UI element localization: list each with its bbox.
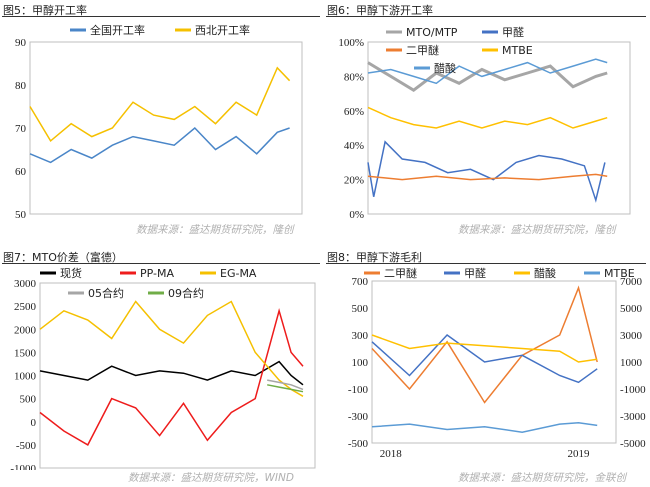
legend-label-1: 二甲醚 <box>384 266 417 280</box>
y-tick-label: 0 <box>31 417 37 429</box>
panel8-title-rule <box>326 263 646 264</box>
series-line-1 <box>367 61 608 93</box>
legend-label-4: 05合约 <box>88 286 124 300</box>
series-line-5 <box>367 58 608 85</box>
y-tick-label: 60% <box>344 106 364 118</box>
plot-frame <box>39 282 316 469</box>
series-line-3 <box>371 334 598 363</box>
y-tick-label: 1000 <box>14 371 37 383</box>
legend-label-2: 甲醛 <box>464 266 486 280</box>
series-line-1 <box>39 360 304 386</box>
panel5-title: 图5：甲醇开工率 <box>3 4 87 17</box>
legend-label-3: 醋酸 <box>534 266 556 280</box>
plot-frame <box>367 41 631 215</box>
legend-label-3: 二甲醚 <box>406 43 439 57</box>
y-tick-label: -100 <box>348 384 369 396</box>
y-tick-label: 500 <box>352 303 369 315</box>
series-line-4 <box>267 379 304 391</box>
panel8-title: 图8：甲醇下游毛利 <box>327 251 422 264</box>
series-line-2 <box>39 308 304 446</box>
y-tick-label: 300 <box>352 330 369 342</box>
chart-panel5: 50607080902016201720182019全国开工率西北开工率 <box>15 23 303 218</box>
y-tick-label: 2500 <box>14 301 37 313</box>
y-tick-label: 0% <box>349 209 364 218</box>
y-tick-label: 100 <box>352 357 369 369</box>
y2-tick-label: -5000 <box>620 438 646 450</box>
legend-label-5: 醋酸 <box>434 61 456 75</box>
y-tick-label: 100% <box>338 37 364 49</box>
y-tick-label: 20% <box>344 175 364 187</box>
y-tick-label: 40% <box>344 140 364 152</box>
source-bottom-right: 数据来源：盛达期货研究院，金联创 <box>458 472 626 484</box>
legend-label-5: 09合约 <box>168 286 204 300</box>
chart-panel6: 0%20%40%60%80%100%201720182019MTO/MTP甲醛二… <box>338 25 631 218</box>
y-tick-label: 3000 <box>14 278 37 290</box>
legend-label-4: MTBE <box>604 267 635 280</box>
panel7-title: 图7：MTO价差（富德） <box>3 251 123 264</box>
series-line-3 <box>39 300 304 397</box>
y2-tick-label: 7000 <box>620 276 643 288</box>
series-line-5 <box>267 384 304 393</box>
y2-tick-label: -1000 <box>620 384 646 396</box>
y-tick-label: -500 <box>348 438 369 450</box>
series-line-3 <box>367 173 608 181</box>
y-tick-label: 2000 <box>14 324 37 336</box>
panel7-title-rule <box>2 263 320 264</box>
y-tick-label: -300 <box>348 411 369 423</box>
legend-label-2: PP-MA <box>140 267 174 280</box>
chart-panel7: -1000-5000500100015002000250030002017201… <box>10 266 316 470</box>
y-tick-label: -500 <box>16 440 37 452</box>
plot-frame <box>371 280 617 444</box>
series-line-1 <box>29 126 290 164</box>
source-top-left: 数据来源：盛达期货研究院，隆创 <box>136 224 294 236</box>
legend-label-2: 西北开工率 <box>195 23 250 37</box>
y-tick-label: -1000 <box>10 463 36 470</box>
y-tick-label: 80% <box>344 71 364 83</box>
panel6-title: 图6：甲醇下游开工率 <box>327 4 433 17</box>
legend-label-1: MTO/MTP <box>406 26 458 39</box>
y2-tick-label: 5000 <box>620 303 643 315</box>
y-tick-label: 1500 <box>14 347 37 359</box>
panel5-title-rule <box>2 16 320 17</box>
y-tick-label: 50 <box>15 209 27 218</box>
series-line-4 <box>371 422 598 433</box>
x-tick-label: 2019 <box>567 448 590 460</box>
plot-frame <box>29 41 303 215</box>
series-line-2 <box>371 334 598 384</box>
x-tick-label: 2018 <box>380 448 403 460</box>
source-top-right: 数据来源：盛达期货研究院，隆创 <box>458 224 616 236</box>
legend-label-4: MTBE <box>502 44 533 57</box>
y2-tick-label: 1000 <box>620 357 643 369</box>
legend-label-2: 甲醛 <box>502 25 524 39</box>
chart-panel8: -500 -300 -100 100 300 500 700 -5000 -3000 -1000 1… <box>348 266 646 460</box>
y2-tick-label: -3000 <box>620 411 646 423</box>
series-line-2 <box>29 66 291 143</box>
y-tick-label: 60 <box>15 166 27 178</box>
y-tick-label: 80 <box>15 80 27 92</box>
y-tick-label: 70 <box>15 123 27 135</box>
y-tick-label: 500 <box>20 394 37 406</box>
y-tick-label: 700 <box>352 276 369 288</box>
series-line-1 <box>371 285 598 404</box>
series-line-4 <box>367 106 608 129</box>
legend-label-1: 全国开工率 <box>90 23 145 37</box>
legend-label-1: 现货 <box>60 266 82 280</box>
series-line-2 <box>367 140 606 203</box>
y-tick-label: 90 <box>15 37 27 49</box>
panel6-title-rule <box>326 16 646 17</box>
y2-tick-label: 3000 <box>620 330 643 342</box>
legend-label-3: EG-MA <box>220 267 257 280</box>
source-bottom-left: 数据来源：盛达期货研究院，WIND <box>128 472 294 484</box>
